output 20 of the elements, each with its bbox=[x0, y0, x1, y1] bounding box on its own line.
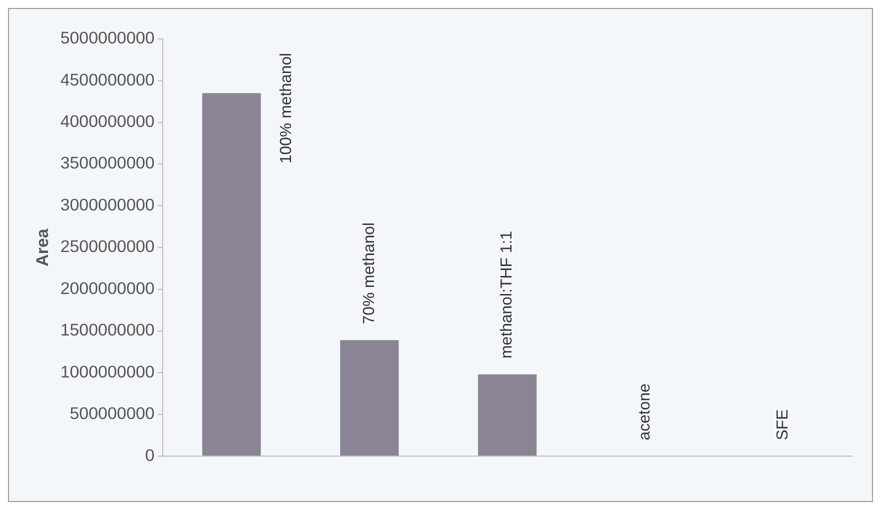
y-axis-title: Area bbox=[32, 228, 52, 266]
y-tick-label: 5000000000 bbox=[60, 28, 155, 48]
x-tick-label: 70% methanol bbox=[360, 222, 378, 324]
y-tick-label: 3500000000 bbox=[60, 154, 155, 173]
y-tick-label: 2000000000 bbox=[60, 278, 155, 298]
x-tick-label: SFE bbox=[774, 409, 792, 440]
y-tick-label: 1000000000 bbox=[60, 362, 155, 382]
bar bbox=[202, 93, 261, 456]
y-tick-label: 500000000 bbox=[70, 404, 155, 424]
y-tick-label: 1500000000 bbox=[60, 320, 155, 340]
bar bbox=[478, 374, 537, 456]
x-tick-label: 100% methanol bbox=[278, 52, 296, 164]
x-tick-label: methanol:THF 1:1 bbox=[498, 230, 516, 358]
bar bbox=[340, 340, 399, 456]
y-tick-label: 2500000000 bbox=[60, 237, 155, 256]
y-tick-label: 3000000000 bbox=[60, 195, 155, 214]
x-tick-label: acetone bbox=[636, 383, 654, 440]
y-tick-label: 4000000000 bbox=[60, 112, 155, 132]
y-tick-label: 4500000000 bbox=[60, 70, 155, 90]
y-tick-label: 0 bbox=[145, 446, 155, 465]
